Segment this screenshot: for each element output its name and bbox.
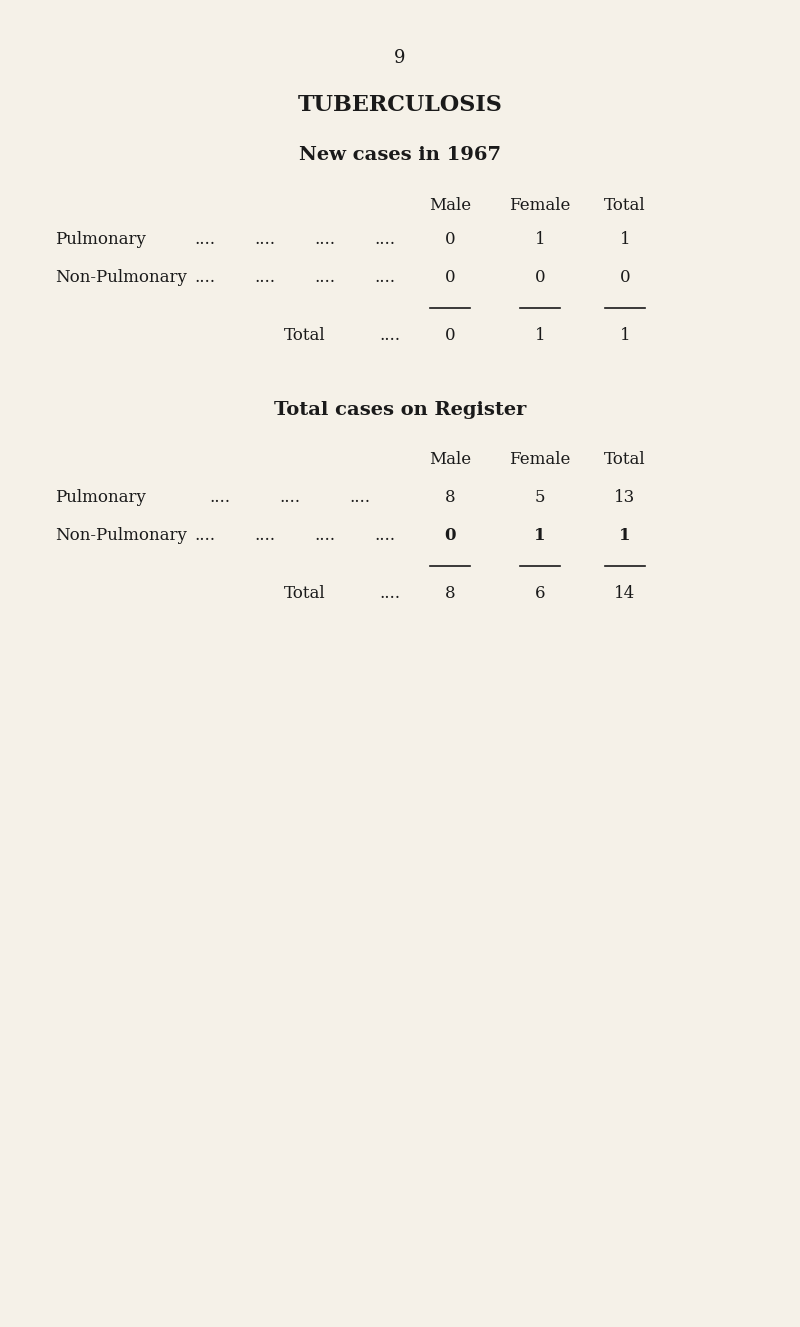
Text: ....: ....	[254, 528, 275, 544]
Text: 0: 0	[534, 269, 546, 287]
Text: 8: 8	[445, 585, 455, 602]
Text: ....: ....	[374, 528, 395, 544]
Text: 0: 0	[620, 269, 630, 287]
Text: ....: ....	[254, 269, 275, 287]
Text: 1: 1	[620, 231, 630, 248]
Text: 1: 1	[534, 231, 546, 248]
Text: 0: 0	[444, 528, 456, 544]
Text: Total: Total	[284, 326, 326, 344]
Text: ....: ....	[254, 231, 275, 248]
Text: 6: 6	[534, 585, 546, 602]
Text: 1: 1	[534, 528, 546, 544]
Text: ....: ....	[279, 490, 301, 507]
Text: 0: 0	[445, 269, 455, 287]
Text: 1: 1	[620, 326, 630, 344]
Text: 13: 13	[614, 490, 636, 507]
Text: Total: Total	[284, 585, 326, 602]
Text: 1: 1	[619, 528, 630, 544]
Text: ....: ....	[374, 231, 395, 248]
Text: ....: ....	[350, 490, 370, 507]
Text: ....: ....	[374, 269, 395, 287]
Text: Total: Total	[604, 451, 646, 468]
Text: ....: ....	[194, 231, 215, 248]
Text: Male: Male	[429, 451, 471, 468]
Text: Total: Total	[604, 196, 646, 214]
Text: ....: ....	[379, 585, 401, 602]
Text: ....: ....	[194, 528, 215, 544]
Text: Pulmonary: Pulmonary	[55, 231, 146, 248]
Text: 14: 14	[614, 585, 636, 602]
Text: TUBERCULOSIS: TUBERCULOSIS	[298, 94, 502, 115]
Text: 5: 5	[534, 490, 546, 507]
Text: 0: 0	[445, 231, 455, 248]
Text: Female: Female	[510, 196, 570, 214]
Text: 9: 9	[394, 49, 406, 66]
Text: ....: ....	[210, 490, 230, 507]
Text: Female: Female	[510, 451, 570, 468]
Text: ....: ....	[314, 528, 335, 544]
Text: Non-Pulmonary: Non-Pulmonary	[55, 528, 187, 544]
Text: Pulmonary: Pulmonary	[55, 490, 146, 507]
Text: ....: ....	[314, 269, 335, 287]
Text: ....: ....	[314, 231, 335, 248]
Text: ....: ....	[379, 326, 401, 344]
Text: Male: Male	[429, 196, 471, 214]
Text: 0: 0	[445, 326, 455, 344]
Text: 8: 8	[445, 490, 455, 507]
Text: Total cases on Register: Total cases on Register	[274, 401, 526, 419]
Text: ....: ....	[194, 269, 215, 287]
Text: 1: 1	[534, 326, 546, 344]
Text: Non-Pulmonary: Non-Pulmonary	[55, 269, 187, 287]
Text: New cases in 1967: New cases in 1967	[299, 146, 501, 165]
